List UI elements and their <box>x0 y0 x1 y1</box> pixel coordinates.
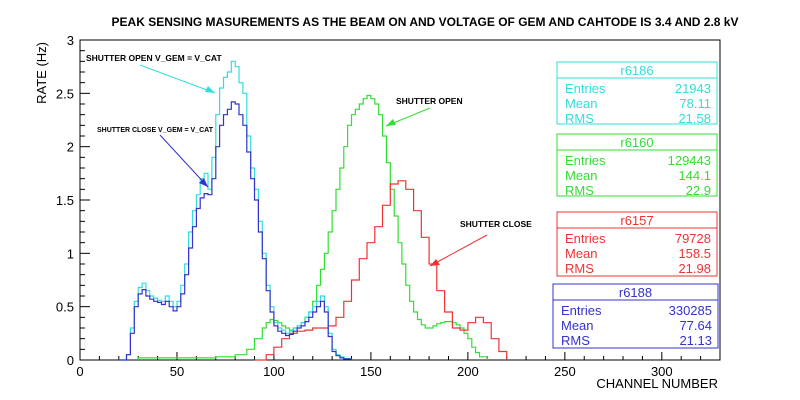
x-tick-label: 200 <box>457 364 479 379</box>
stat-label-mean: Mean <box>565 96 598 111</box>
x-tick-label: 250 <box>554 364 576 379</box>
stat-value-mean: 77.64 <box>679 318 712 333</box>
arrowhead <box>205 86 215 93</box>
annotation-arrow <box>139 64 216 94</box>
stat-box-frame <box>556 211 718 277</box>
annotation-shutter-close-gem: SHUTTER CLOSE V_GEM = V_CAT <box>97 127 214 134</box>
stat-value-rms: 21.98 <box>678 261 711 276</box>
arrowhead <box>430 259 440 266</box>
x-tick-label: 150 <box>360 364 382 379</box>
series-line-r6186 <box>118 60 353 361</box>
stat-box-title: r6160 <box>620 135 653 150</box>
stat-label-mean: Mean <box>561 318 594 333</box>
series-line-r6160 <box>137 94 488 360</box>
y-axis-label: RATE (Hz) <box>34 42 49 104</box>
stat-label-rms: RMS <box>561 333 590 348</box>
stat-box-title: r6157 <box>620 213 653 228</box>
stat-value-entries: 79728 <box>675 231 711 246</box>
annotations: SHUTTER OPEN V_GEM = V_CAT SHUTTER CLOSE… <box>86 53 532 267</box>
stat-label-rms: RMS <box>565 183 594 198</box>
stat-value-rms: 22.9 <box>686 183 711 198</box>
annotation-arrow <box>159 134 209 188</box>
stat-box-title: r6188 <box>619 285 652 300</box>
stat-value-entries: 21943 <box>675 81 711 96</box>
chart-title: PEAK SENSING MASUREMENTS AS THE BEAM ON … <box>112 15 739 29</box>
series-layer <box>118 60 508 361</box>
stat-label-mean: Mean <box>565 246 598 261</box>
stat-label-entries: Entries <box>565 81 606 96</box>
x-tick-label: 300 <box>651 364 673 379</box>
y-tick-label: 2 <box>67 140 74 155</box>
y-tick-label: 1 <box>67 246 74 261</box>
x-axis: 0 50 100 150 200 250 300 <box>76 352 702 379</box>
y-tick-label: 0.5 <box>56 300 74 315</box>
arrowhead <box>199 178 208 187</box>
series-line-r6157 <box>254 180 508 361</box>
stat-box-frame <box>552 283 719 349</box>
stat-box-r6186: r6186 Entries 21943 Mean 78.11 RMS 21.58 <box>556 61 718 126</box>
y-axis: 0 0.5 1 1.5 2 2.5 3 <box>56 33 90 368</box>
stat-value-entries: 129443 <box>668 153 711 168</box>
stat-label-mean: Mean <box>565 168 598 183</box>
stat-value-rms: 21.13 <box>679 333 712 348</box>
annotation-arrow <box>429 234 488 267</box>
stat-box-frame <box>556 133 718 197</box>
stat-box-frame <box>556 61 718 125</box>
stat-label-entries: Entries <box>565 153 606 168</box>
annotation-shutter-close: SHUTTER CLOSE <box>460 219 532 229</box>
stat-box-r6157: r6157 Entries 79728 Mean 158.5 RMS 21.98 <box>556 211 718 277</box>
stat-value-entries: 330285 <box>669 303 712 318</box>
stat-label-rms: RMS <box>565 261 594 276</box>
annotation-shutter-open-gem: SHUTTER OPEN V_GEM = V_CAT <box>86 53 222 63</box>
stat-value-mean: 158.5 <box>678 246 711 261</box>
stat-box-r6188: r6188 Entries 330285 Mean 77.64 RMS 21.13 <box>552 283 719 349</box>
annotation-shutter-open: SHUTTER OPEN <box>396 96 463 106</box>
y-tick-label: 3 <box>67 33 74 48</box>
x-axis-label: CHANNEL NUMBER <box>596 376 718 391</box>
stat-value-mean: 78.11 <box>679 96 711 111</box>
stat-label-rms: RMS <box>565 111 594 126</box>
stat-value-rms: 21.58 <box>678 111 711 126</box>
stat-value-mean: 144.1 <box>678 168 711 183</box>
stat-box-r6160: r6160 Entries 129443 Mean 144.1 RMS 22.9 <box>556 133 718 198</box>
y-tick-label: 0 <box>67 353 74 368</box>
stat-boxes: r6186 Entries 21943 Mean 78.11 RMS 21.58 r6160 E… <box>552 61 719 349</box>
x-tick-label: 0 <box>76 364 83 379</box>
stat-box-title: r6186 <box>620 63 653 78</box>
x-tick-label: 50 <box>170 364 184 379</box>
series-line-r6188 <box>118 101 353 361</box>
stat-label-entries: Entries <box>561 303 602 318</box>
y-tick-label: 2.5 <box>56 86 74 101</box>
x-tick-label: 100 <box>263 364 285 379</box>
y-tick-label: 1.5 <box>56 193 74 208</box>
arrowhead <box>386 119 396 126</box>
stat-label-entries: Entries <box>565 231 606 246</box>
